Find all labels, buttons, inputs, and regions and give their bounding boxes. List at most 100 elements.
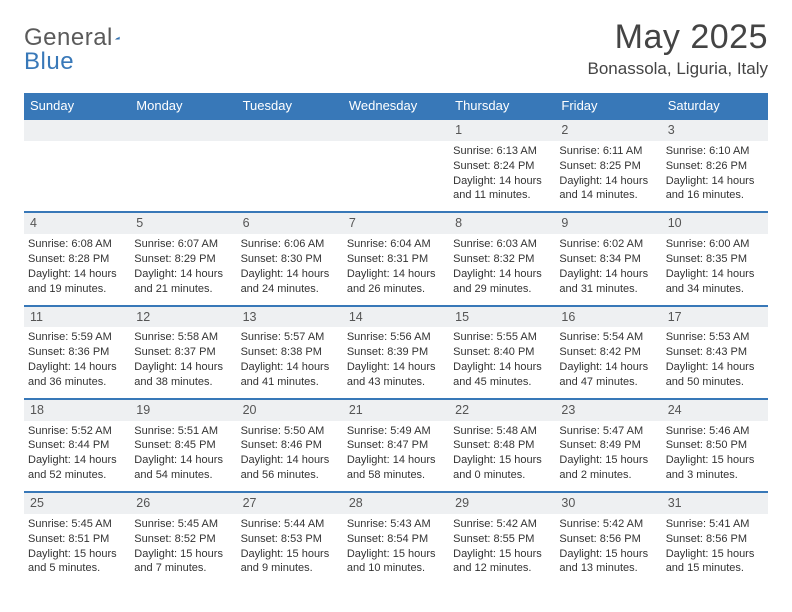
day-number-cell: 12 — [130, 306, 236, 328]
day-number: 15 — [455, 310, 469, 324]
day-info-cell: Sunrise: 6:06 AMSunset: 8:30 PMDaylight:… — [237, 234, 343, 305]
sunrise-line: Sunrise: 6:02 AM — [559, 237, 657, 252]
day-header: Wednesday — [343, 93, 449, 119]
daylight-line: Daylight: 14 hours and 36 minutes. — [28, 360, 126, 390]
sunset-line: Sunset: 8:28 PM — [28, 252, 126, 267]
day-info-cell: Sunrise: 5:43 AMSunset: 8:54 PMDaylight:… — [343, 514, 449, 584]
day-info-cell: Sunrise: 5:53 AMSunset: 8:43 PMDaylight:… — [662, 327, 768, 398]
daylight-line: Daylight: 15 hours and 10 minutes. — [347, 547, 445, 577]
day-number-cell: 14 — [343, 306, 449, 328]
day-header: Saturday — [662, 93, 768, 119]
day-number-cell: 20 — [237, 399, 343, 421]
daylight-line: Daylight: 14 hours and 29 minutes. — [453, 267, 551, 297]
week-number-row: 25262728293031 — [24, 492, 768, 514]
day-header: Friday — [555, 93, 661, 119]
day-info-cell: Sunrise: 5:47 AMSunset: 8:49 PMDaylight:… — [555, 421, 661, 492]
day-header-row: SundayMondayTuesdayWednesdayThursdayFrid… — [24, 93, 768, 119]
day-number: 28 — [349, 496, 363, 510]
day-info-cell: Sunrise: 5:41 AMSunset: 8:56 PMDaylight:… — [662, 514, 768, 584]
day-number: 11 — [30, 310, 43, 324]
day-info-cell: Sunrise: 5:54 AMSunset: 8:42 PMDaylight:… — [555, 327, 661, 398]
daylight-line: Daylight: 14 hours and 19 minutes. — [28, 267, 126, 297]
daylight-line: Daylight: 14 hours and 41 minutes. — [241, 360, 339, 390]
day-info-cell: Sunrise: 5:55 AMSunset: 8:40 PMDaylight:… — [449, 327, 555, 398]
day-number: 29 — [455, 496, 469, 510]
day-info-cell: Sunrise: 6:13 AMSunset: 8:24 PMDaylight:… — [449, 141, 555, 212]
sunset-line: Sunset: 8:37 PM — [134, 345, 232, 360]
day-number: 6 — [243, 216, 250, 230]
sunrise-line: Sunrise: 5:59 AM — [28, 330, 126, 345]
sunset-line: Sunset: 8:30 PM — [241, 252, 339, 267]
week-info-row: Sunrise: 5:59 AMSunset: 8:36 PMDaylight:… — [24, 327, 768, 398]
day-number: 2 — [561, 123, 568, 137]
sunset-line: Sunset: 8:34 PM — [559, 252, 657, 267]
day-number-cell: 26 — [130, 492, 236, 514]
day-info-cell: Sunrise: 5:45 AMSunset: 8:52 PMDaylight:… — [130, 514, 236, 584]
day-number-cell: 13 — [237, 306, 343, 328]
day-number-cell — [130, 119, 236, 141]
sunrise-line: Sunrise: 5:56 AM — [347, 330, 445, 345]
sunset-line: Sunset: 8:53 PM — [241, 532, 339, 547]
day-number: 27 — [243, 496, 257, 510]
day-number: 4 — [30, 216, 37, 230]
sunset-line: Sunset: 8:52 PM — [134, 532, 232, 547]
day-number-cell — [343, 119, 449, 141]
day-number: 7 — [349, 216, 356, 230]
day-info-cell: Sunrise: 6:07 AMSunset: 8:29 PMDaylight:… — [130, 234, 236, 305]
daylight-line: Daylight: 14 hours and 31 minutes. — [559, 267, 657, 297]
daylight-line: Daylight: 14 hours and 11 minutes. — [453, 174, 551, 204]
week-info-row: Sunrise: 6:08 AMSunset: 8:28 PMDaylight:… — [24, 234, 768, 305]
brand-mark-icon — [115, 28, 120, 48]
day-number-cell: 30 — [555, 492, 661, 514]
daylight-line: Daylight: 14 hours and 52 minutes. — [28, 453, 126, 483]
daylight-line: Daylight: 14 hours and 16 minutes. — [666, 174, 764, 204]
daylight-line: Daylight: 14 hours and 47 minutes. — [559, 360, 657, 390]
day-number: 19 — [136, 403, 150, 417]
sunrise-line: Sunrise: 5:55 AM — [453, 330, 551, 345]
day-number: 30 — [561, 496, 575, 510]
sunrise-line: Sunrise: 6:00 AM — [666, 237, 764, 252]
daylight-line: Daylight: 14 hours and 38 minutes. — [134, 360, 232, 390]
sunset-line: Sunset: 8:42 PM — [559, 345, 657, 360]
sunrise-line: Sunrise: 6:10 AM — [666, 144, 764, 159]
sunset-line: Sunset: 8:49 PM — [559, 438, 657, 453]
daylight-line: Daylight: 15 hours and 9 minutes. — [241, 547, 339, 577]
sunrise-line: Sunrise: 5:45 AM — [28, 517, 126, 532]
day-number-cell: 29 — [449, 492, 555, 514]
day-info-cell: Sunrise: 5:52 AMSunset: 8:44 PMDaylight:… — [24, 421, 130, 492]
sunrise-line: Sunrise: 5:58 AM — [134, 330, 232, 345]
day-number: 18 — [30, 403, 44, 417]
daylight-line: Daylight: 15 hours and 3 minutes. — [666, 453, 764, 483]
day-header: Tuesday — [237, 93, 343, 119]
day-number-cell: 25 — [24, 492, 130, 514]
daylight-line: Daylight: 15 hours and 12 minutes. — [453, 547, 551, 577]
sunrise-line: Sunrise: 5:57 AM — [241, 330, 339, 345]
sunset-line: Sunset: 8:32 PM — [453, 252, 551, 267]
sunset-line: Sunset: 8:35 PM — [666, 252, 764, 267]
day-number-cell: 17 — [662, 306, 768, 328]
day-number-cell: 2 — [555, 119, 661, 141]
day-info-cell: Sunrise: 6:10 AMSunset: 8:26 PMDaylight:… — [662, 141, 768, 212]
day-number-cell: 28 — [343, 492, 449, 514]
day-number-cell: 5 — [130, 212, 236, 234]
daylight-line: Daylight: 15 hours and 5 minutes. — [28, 547, 126, 577]
day-info-cell: Sunrise: 5:56 AMSunset: 8:39 PMDaylight:… — [343, 327, 449, 398]
day-number: 24 — [668, 403, 682, 417]
daylight-line: Daylight: 14 hours and 24 minutes. — [241, 267, 339, 297]
sunset-line: Sunset: 8:55 PM — [453, 532, 551, 547]
day-number-cell: 15 — [449, 306, 555, 328]
daylight-line: Daylight: 14 hours and 54 minutes. — [134, 453, 232, 483]
day-info-cell: Sunrise: 6:00 AMSunset: 8:35 PMDaylight:… — [662, 234, 768, 305]
sunrise-line: Sunrise: 5:43 AM — [347, 517, 445, 532]
day-number: 20 — [243, 403, 257, 417]
week-number-row: 18192021222324 — [24, 399, 768, 421]
week-info-row: Sunrise: 6:13 AMSunset: 8:24 PMDaylight:… — [24, 141, 768, 212]
daylight-line: Daylight: 14 hours and 45 minutes. — [453, 360, 551, 390]
day-number-cell: 9 — [555, 212, 661, 234]
sunset-line: Sunset: 8:47 PM — [347, 438, 445, 453]
day-info-cell — [237, 141, 343, 212]
header: General May 2025 Bonassola, Liguria, Ita… — [24, 18, 768, 79]
day-info-cell: Sunrise: 6:02 AMSunset: 8:34 PMDaylight:… — [555, 234, 661, 305]
sunset-line: Sunset: 8:46 PM — [241, 438, 339, 453]
week-number-row: 45678910 — [24, 212, 768, 234]
